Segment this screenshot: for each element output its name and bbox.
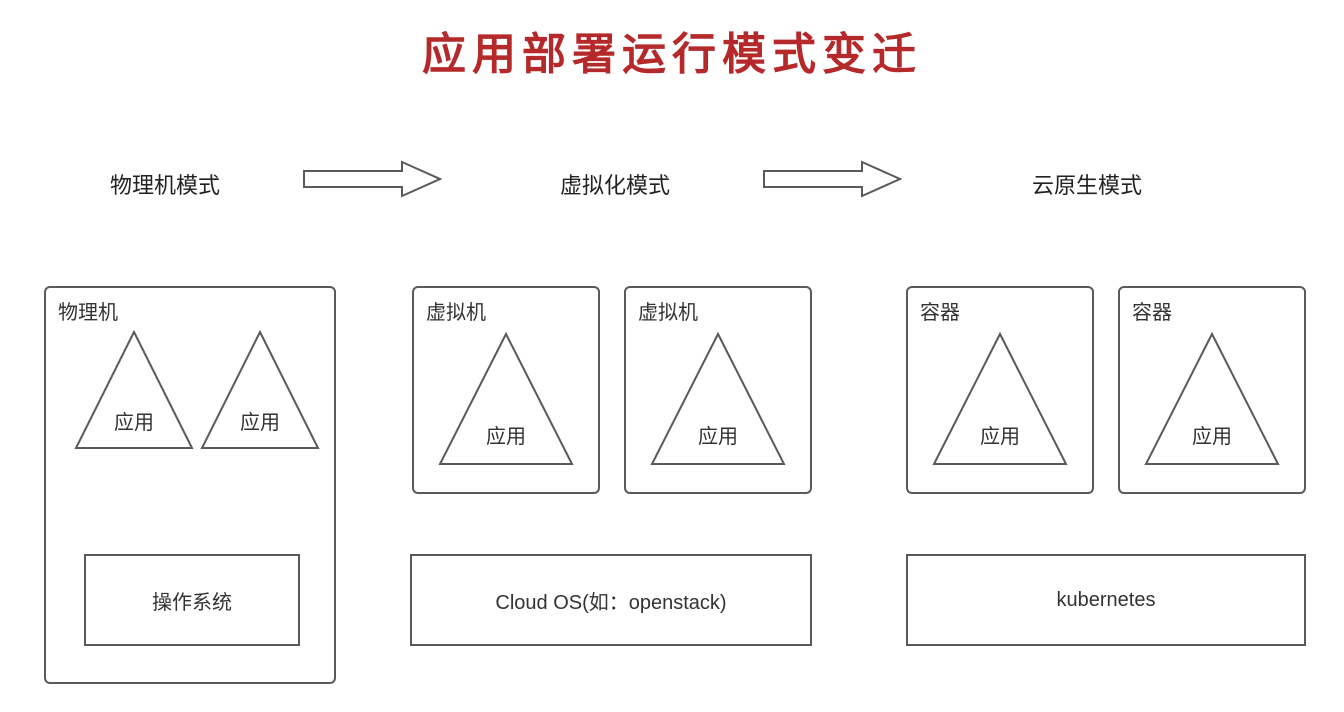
container-box-label: 容器: [920, 296, 960, 325]
vm-box-label: 虚拟机: [638, 296, 698, 325]
arrow-icon: [762, 160, 902, 198]
vm-box-label: 虚拟机: [426, 296, 486, 325]
app-triangle: 应用: [648, 330, 788, 468]
container-box-label: 容器: [1132, 296, 1172, 325]
app-triangle: 应用: [1142, 330, 1282, 468]
app-label: 应用: [648, 420, 788, 449]
app-label: 应用: [930, 420, 1070, 449]
os-box-physical: 操作系统: [84, 554, 300, 646]
os-box-cloud: kubernetes: [906, 554, 1306, 646]
app-label: 应用: [436, 420, 576, 449]
arrow-icon: [302, 160, 442, 198]
app-label: 应用: [198, 406, 322, 435]
app-label: 应用: [72, 406, 196, 435]
app-triangle: 应用: [198, 328, 322, 452]
app-triangle: 应用: [930, 330, 1070, 468]
mode-label-physical: 物理机模式: [110, 168, 220, 200]
page-title: 应用部署运行模式变迁: [0, 0, 1344, 82]
mode-label-virtual: 虚拟化模式: [560, 168, 670, 200]
app-triangle: 应用: [436, 330, 576, 468]
os-label: 操作系统: [152, 586, 232, 615]
physical-box-label: 物理机: [58, 296, 118, 325]
app-label: 应用: [1142, 420, 1282, 449]
os-label: kubernetes: [1057, 589, 1156, 612]
app-triangle: 应用: [72, 328, 196, 452]
os-label: Cloud OS(如：openstack): [495, 586, 726, 615]
mode-label-cloud: 云原生模式: [1032, 168, 1142, 200]
os-box-virtual: Cloud OS(如：openstack): [410, 554, 812, 646]
